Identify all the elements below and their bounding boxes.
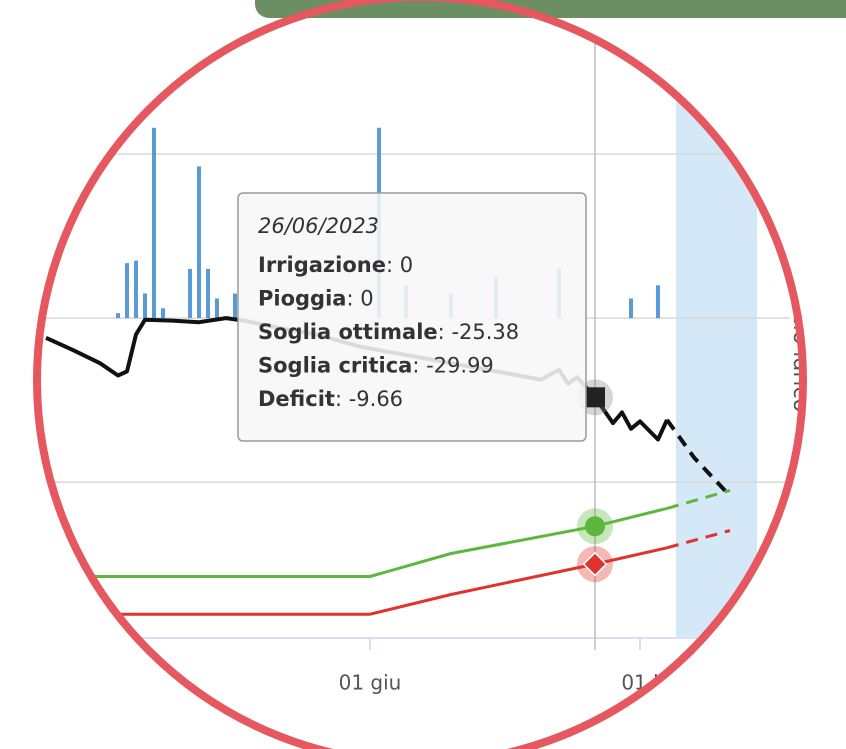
tooltip-separator: : — [438, 320, 452, 344]
tooltip-value: -29.99 — [426, 354, 494, 378]
bar — [143, 293, 147, 319]
bar — [152, 127, 156, 319]
tooltip-label: Soglia critica — [258, 354, 412, 378]
forecast-line — [666, 529, 731, 550]
tooltip-row: Deficit: -9.66 — [258, 387, 403, 411]
x-tick-label: 01 giu — [339, 671, 402, 695]
tooltip-date: 26/06/2023 — [258, 214, 379, 238]
bar — [116, 313, 120, 319]
tooltip-value: 0 — [360, 287, 373, 311]
bar — [125, 263, 129, 319]
bar — [233, 293, 237, 319]
tooltip-value: -25.38 — [451, 320, 519, 344]
bar — [215, 298, 219, 319]
tooltip-label: Soglia ottimale — [258, 320, 438, 344]
forecast-line — [665, 418, 732, 498]
marker — [582, 551, 608, 577]
marker — [585, 516, 605, 537]
tooltip-separator: : — [386, 253, 400, 277]
tooltip-label: Irrigazione — [258, 253, 386, 277]
tooltip-row: Soglia ottimale: -25.38 — [258, 320, 519, 344]
bar — [206, 268, 210, 319]
bar — [161, 308, 165, 319]
tooltip-separator: : — [346, 287, 360, 311]
tooltip-label: Pioggia — [258, 287, 346, 311]
bar — [656, 285, 660, 319]
tooltip-separator: : — [335, 387, 349, 411]
tooltip-row: Pioggia: 0 — [258, 287, 374, 311]
forecast-band — [676, 31, 757, 638]
header-bar — [255, 0, 846, 18]
tooltip-label: Deficit — [258, 387, 335, 411]
tooltip-row: Soglia critica: -29.99 — [258, 354, 494, 378]
bar — [188, 268, 192, 319]
zoom-circle — [33, 0, 807, 749]
tooltip-value: -9.66 — [349, 387, 403, 411]
bar — [629, 298, 633, 319]
forecast-line — [666, 488, 731, 510]
series-line — [46, 506, 668, 578]
bar — [197, 166, 201, 319]
tooltip-row: Irrigazione: 0 — [258, 253, 413, 277]
tooltip-value: 0 — [400, 253, 413, 277]
tooltip-box — [237, 192, 587, 442]
series-line — [46, 546, 668, 616]
tooltip-separator: : — [412, 354, 426, 378]
marker — [585, 387, 605, 408]
bar — [134, 260, 138, 319]
